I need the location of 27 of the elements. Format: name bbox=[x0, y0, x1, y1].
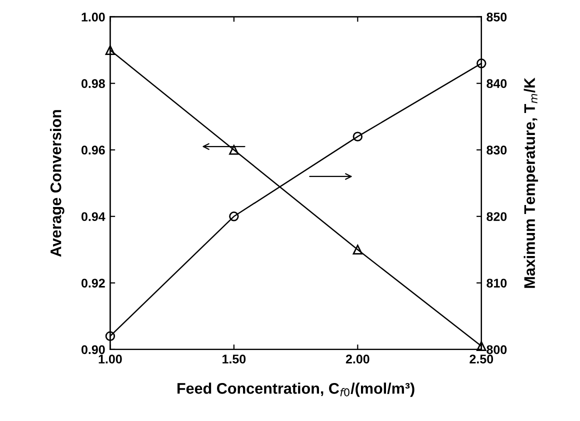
point bbox=[352, 132, 363, 142]
point bbox=[105, 45, 116, 55]
point bbox=[476, 58, 486, 68]
y2-tick-label: 830 bbox=[486, 146, 507, 155]
y-tick-label: 0.92 bbox=[82, 278, 105, 288]
y-tick-label: 0.98 bbox=[82, 79, 105, 88]
x-tick-label: 1.00 bbox=[98, 354, 122, 364]
y-tick-label: 1.00 bbox=[82, 12, 105, 22]
y2-tick-label: 820 bbox=[486, 212, 507, 222]
y-tick-label: 0.90 bbox=[82, 345, 105, 354]
x-tick-label: 2.50 bbox=[470, 354, 494, 364]
y2-tick-label: 850 bbox=[486, 12, 507, 22]
point bbox=[229, 145, 239, 155]
point bbox=[352, 244, 363, 255]
x-axis-title: Feed Concentration, C$_{f0}$/(mol/m³) bbox=[178, 382, 414, 397]
y-axis-title: Average Conversion bbox=[50, 110, 64, 257]
y-tick-label: 0.94 bbox=[82, 212, 106, 222]
point bbox=[229, 212, 239, 222]
y2-axis-title: Maximum Temperature, T$_{m}$/K bbox=[524, 78, 538, 288]
y2-tick-label: 840 bbox=[486, 79, 507, 88]
x-tick-label: 2.00 bbox=[346, 354, 370, 364]
point bbox=[105, 331, 116, 341]
x-tick-label: 1.50 bbox=[222, 354, 246, 364]
y2-tick-label: 800 bbox=[486, 345, 507, 354]
point bbox=[476, 341, 486, 351]
y2-tick-label: 810 bbox=[486, 278, 507, 288]
y-tick-label: 0.96 bbox=[82, 146, 105, 155]
